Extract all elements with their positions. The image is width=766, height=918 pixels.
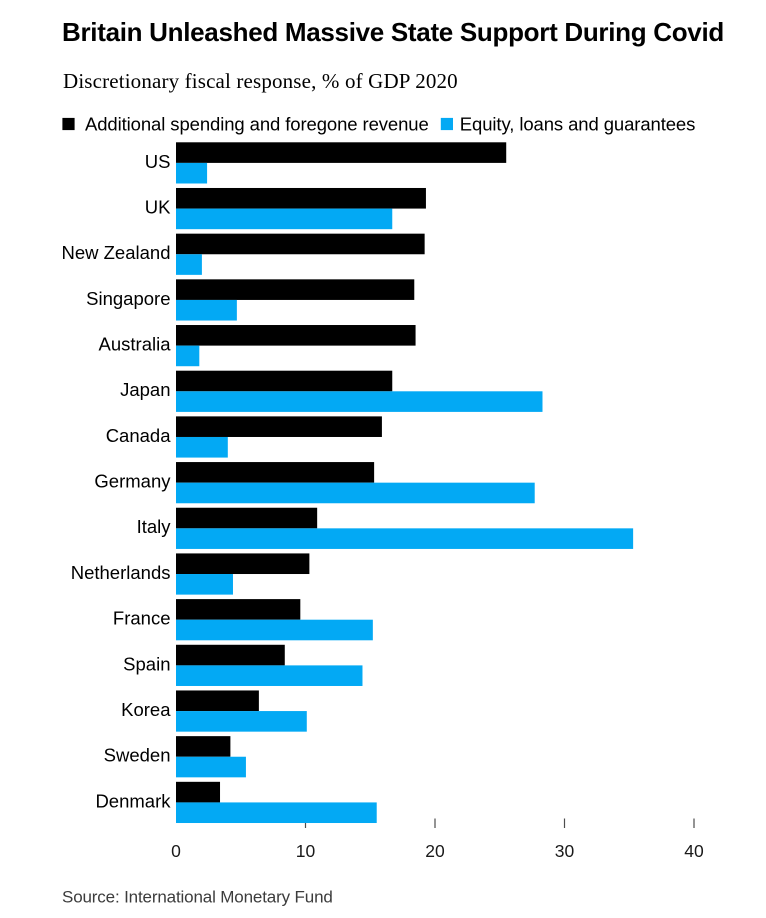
svg-text:Canada: Canada bbox=[106, 425, 172, 446]
svg-text:Discretionary fiscal response,: Discretionary fiscal response, % of GDP … bbox=[63, 69, 458, 93]
svg-text:Equity, loans and guarantees: Equity, loans and guarantees bbox=[460, 114, 695, 135]
svg-text:Singapore: Singapore bbox=[86, 288, 170, 309]
svg-text:Spain: Spain bbox=[123, 653, 170, 674]
svg-text:Additional spending and forego: Additional spending and foregone revenue bbox=[85, 114, 429, 135]
svg-text:Australia: Australia bbox=[99, 334, 172, 355]
svg-text:Netherlands: Netherlands bbox=[71, 562, 171, 583]
svg-text:New Zealand: New Zealand bbox=[61, 242, 170, 263]
svg-text:UK: UK bbox=[145, 196, 171, 217]
svg-text:Source: International Monetary: Source: International Monetary Fund bbox=[62, 888, 333, 907]
svg-text:Korea: Korea bbox=[121, 699, 171, 720]
svg-text:Denmark: Denmark bbox=[95, 790, 171, 811]
svg-text:US: US bbox=[145, 151, 171, 172]
svg-text:France: France bbox=[113, 608, 171, 629]
svg-text:Britain Unleashed Massive Stat: Britain Unleashed Massive State Support … bbox=[62, 17, 724, 47]
svg-text:40: 40 bbox=[684, 841, 704, 861]
svg-text:0: 0 bbox=[171, 841, 181, 861]
svg-text:Italy: Italy bbox=[137, 516, 172, 537]
svg-text:10: 10 bbox=[296, 841, 316, 861]
svg-text:Japan: Japan bbox=[120, 379, 170, 400]
svg-text:30: 30 bbox=[555, 841, 575, 861]
svg-text:Germany: Germany bbox=[94, 471, 171, 492]
svg-text:20: 20 bbox=[425, 841, 445, 861]
svg-text:Sweden: Sweden bbox=[104, 745, 171, 766]
